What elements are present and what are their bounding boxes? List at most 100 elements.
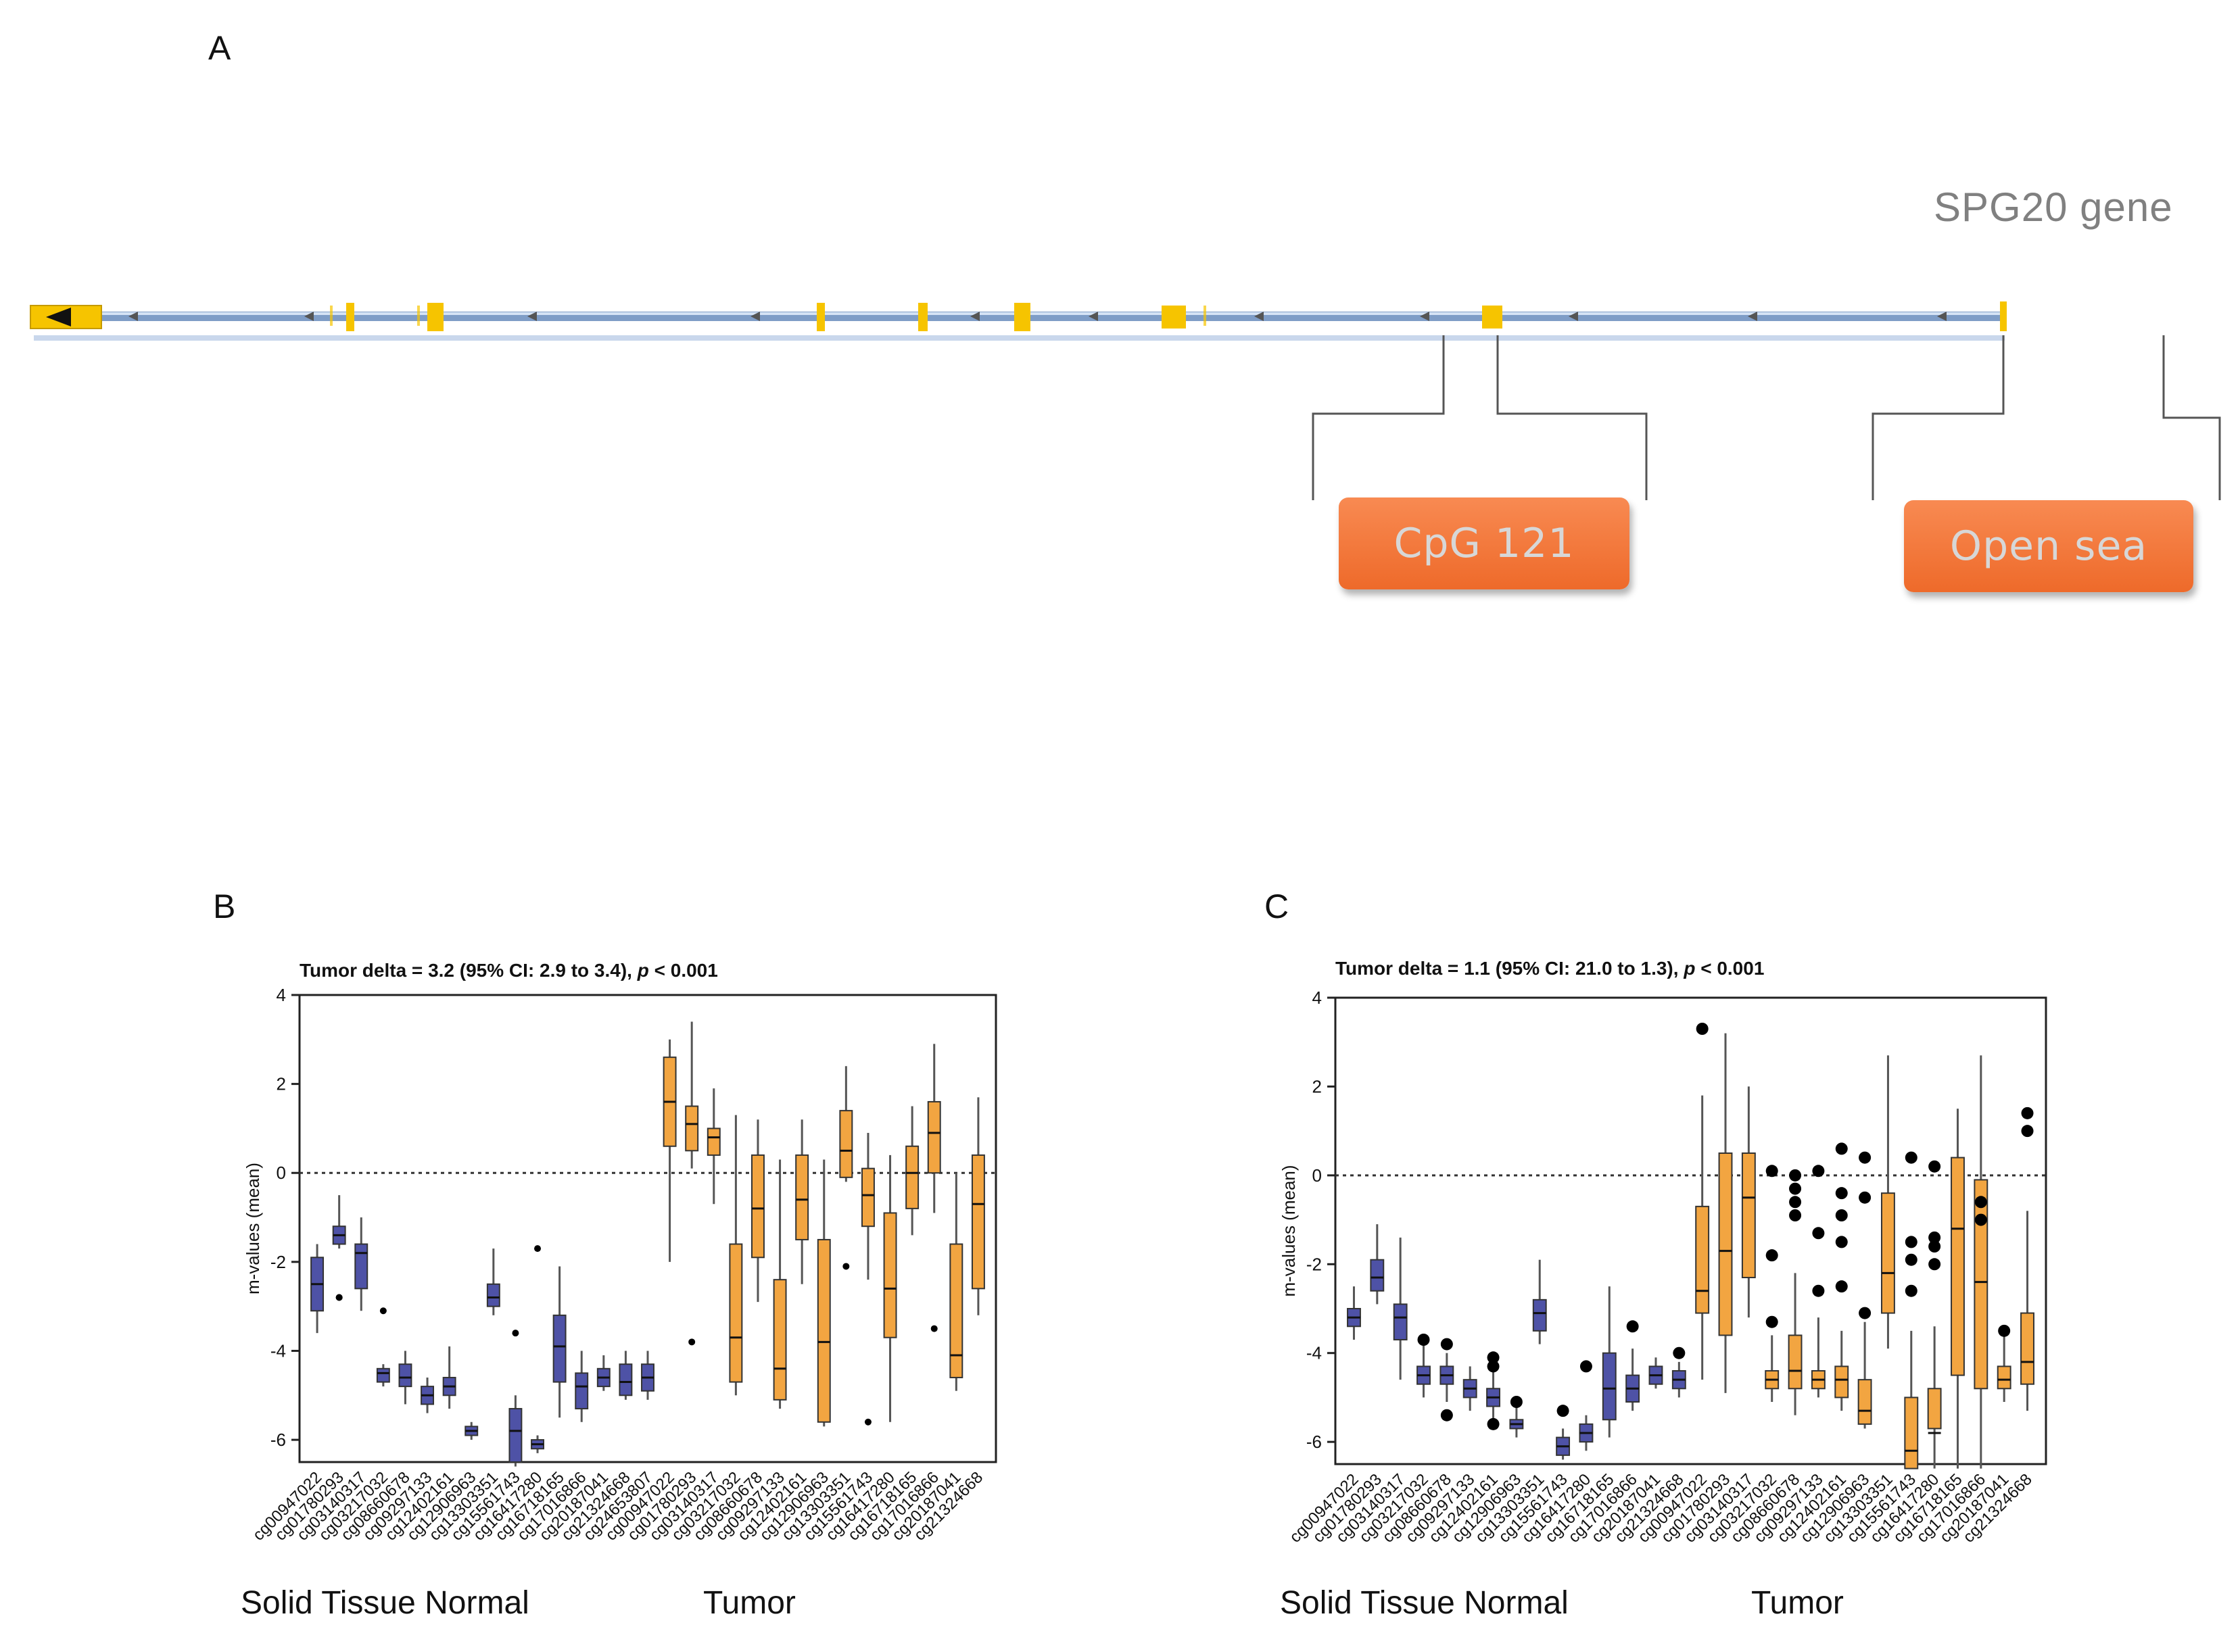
outlier-point <box>1626 1320 1639 1333</box>
outlier-point <box>1928 1160 1941 1173</box>
outlier-point <box>534 1245 542 1253</box>
box-iqr <box>773 1279 787 1401</box>
tumor-box <box>1997 1324 2011 1402</box>
outlier-point <box>1928 1240 1941 1253</box>
box-iqr <box>2020 1312 2034 1385</box>
normal-box <box>1556 1405 1571 1460</box>
normal-box <box>596 1355 611 1391</box>
tumor-box <box>1880 1055 1895 1349</box>
outlier-point <box>1905 1253 1917 1266</box>
outlier-point <box>1789 1182 1802 1195</box>
outlier-point <box>512 1330 519 1337</box>
box-iqr <box>1927 1388 1942 1430</box>
outlier-point <box>1487 1417 1500 1430</box>
outlier-point <box>1928 1231 1941 1244</box>
outlier-point <box>1812 1284 1825 1297</box>
gene-exon <box>1162 306 1186 329</box>
tumor-box <box>1695 1023 1710 1380</box>
y-tick-label: -4 <box>1306 1343 1322 1363</box>
outlier-point <box>1859 1151 1872 1164</box>
direction-arrow-icon <box>46 308 71 326</box>
box-iqr <box>1857 1379 1872 1425</box>
box-iqr <box>905 1145 920 1209</box>
tumor-box <box>949 1173 963 1391</box>
gene-exon <box>1014 303 1030 331</box>
normal-box <box>1648 1357 1663 1389</box>
strand-chevrons <box>128 312 1947 321</box>
tumor-box <box>1974 1055 1988 1469</box>
outlier-point <box>1440 1409 1453 1422</box>
outlier-point <box>1812 1165 1825 1177</box>
tumor-box <box>795 1119 809 1284</box>
box-iqr <box>1393 1303 1408 1341</box>
open-sea-bracket <box>1872 335 2005 500</box>
tumor-box <box>905 1106 920 1236</box>
y-tick-label: -2 <box>270 1252 286 1272</box>
box-iqr <box>486 1283 500 1307</box>
tumor-box <box>1927 1160 1942 1469</box>
normal-box <box>1439 1338 1454 1422</box>
tumor-box <box>773 1159 787 1409</box>
tumor-box <box>707 1088 721 1205</box>
y-axis-label: m-values (mean) <box>243 1163 263 1294</box>
box-iqr <box>685 1105 699 1152</box>
cpg-bracket <box>1496 335 1648 500</box>
outlier-point <box>1928 1258 1941 1271</box>
normal-box <box>1370 1224 1385 1305</box>
tumor-box <box>861 1133 875 1426</box>
outlier-point <box>1789 1209 1802 1221</box>
normal-box <box>1532 1259 1547 1344</box>
y-tick-label: 2 <box>1312 1076 1322 1096</box>
outlier-point <box>1673 1346 1686 1359</box>
outlier-point <box>688 1338 696 1346</box>
box-iqr <box>1834 1365 1849 1399</box>
box-iqr <box>795 1154 809 1240</box>
open-sea-bracket <box>2162 335 2221 500</box>
gene-exon <box>817 303 825 331</box>
gene-exon <box>346 303 354 331</box>
outlier-point <box>1789 1169 1802 1182</box>
tumor-box <box>883 1155 897 1422</box>
normal-box <box>310 1244 325 1334</box>
box-iqr <box>1370 1259 1385 1292</box>
outlier-point <box>1789 1196 1802 1209</box>
outlier-point <box>1905 1151 1917 1164</box>
normal-box <box>1625 1320 1640 1411</box>
box-iqr <box>1904 1396 1919 1469</box>
outlier-point <box>1835 1209 1848 1221</box>
normal-box <box>641 1351 654 1400</box>
chart-title: Tumor delta = 3.2 (95% CI: 2.9 to 3.4), … <box>300 960 718 981</box>
chart-c-group-tumor: Tumor <box>1751 1585 1844 1621</box>
outlier-point <box>1835 1187 1848 1200</box>
chart-title: Tumor delta = 1.1 (95% CI: 21.0 to 1.3),… <box>1335 958 1764 979</box>
tumor-box <box>663 1039 677 1262</box>
outlier-point <box>1835 1236 1848 1248</box>
y-tick-label: -6 <box>270 1430 286 1450</box>
box-iqr <box>839 1110 853 1178</box>
outlier-point <box>1974 1196 1987 1209</box>
tumor-box <box>839 1066 853 1270</box>
y-tick-label: 0 <box>1312 1165 1322 1186</box>
open-sea-region: Open sea <box>1904 500 2193 592</box>
normal-box <box>332 1195 346 1301</box>
panel-c-letter: C <box>1264 888 1289 925</box>
tumor-box <box>685 1021 699 1346</box>
tumor-box <box>1834 1142 1849 1411</box>
chart-c-group-normal: Solid Tissue Normal <box>1280 1585 1569 1621</box>
box-iqr <box>1532 1298 1547 1332</box>
outlier-point <box>1510 1396 1523 1408</box>
tumor-box <box>1788 1169 1803 1415</box>
outlier-point <box>1835 1142 1848 1155</box>
y-tick-label: -6 <box>1306 1432 1322 1452</box>
tumor-box <box>1904 1151 1919 1469</box>
normal-box <box>442 1346 456 1409</box>
plot-frame <box>298 994 997 1463</box>
box-iqr <box>354 1243 368 1290</box>
outlier-point <box>2021 1125 2034 1138</box>
normal-box <box>398 1351 412 1405</box>
y-tick-label: -4 <box>270 1340 286 1361</box>
box-iqr <box>1741 1152 1756 1278</box>
normal-box <box>1393 1237 1408 1380</box>
y-tick-label: 2 <box>277 1074 286 1094</box>
normal-box <box>1462 1366 1477 1411</box>
